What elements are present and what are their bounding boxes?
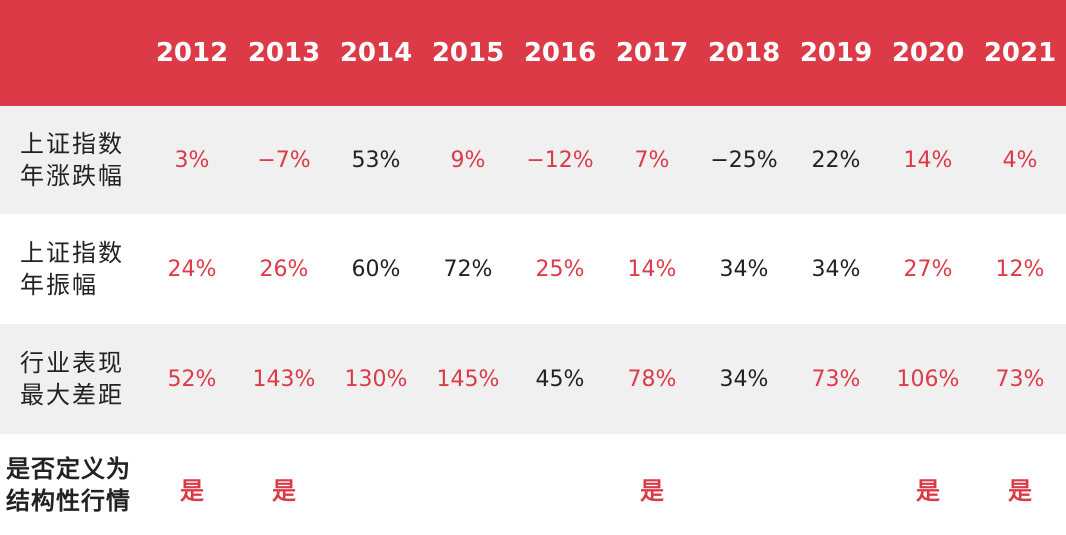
year-header: 2012 [155, 38, 229, 68]
value-cell: 26% [259, 256, 309, 282]
value-cell: 130% [344, 366, 408, 392]
year-header: 2014 [339, 38, 413, 68]
value-cell: 14% [903, 147, 953, 173]
value-cell: 78% [627, 366, 677, 392]
flag-cell [422, 434, 514, 535]
value-cell: −25% [710, 147, 778, 173]
row-label-cell: 是否定义为 结构性行情 [0, 434, 144, 535]
flag-cell: 是 [640, 477, 664, 505]
year-header: 2013 [247, 38, 321, 68]
value-cell: 145% [436, 366, 500, 392]
flag-cell: 是 [916, 477, 940, 505]
flag-cell: 是 [272, 477, 296, 505]
row-label-cell: 行业表现 最大差距 [0, 324, 144, 434]
table-row-structural-flag: 是否定义为 结构性行情 是 是 是 是 是 [0, 434, 1066, 535]
value-cell: 22% [811, 147, 861, 173]
value-cell: 34% [719, 366, 769, 392]
table-row-index-change: 上证指数 年涨跌幅 3% −7% 53% 9% −12% 7% −25% 22%… [0, 106, 1066, 214]
year-header: 2019 [799, 38, 873, 68]
year-header: 2016 [523, 38, 597, 68]
row-label: 上证指数 年涨跌幅 [20, 130, 124, 190]
flag-cell: 是 [180, 477, 204, 505]
flag-cell: 是 [1008, 477, 1032, 505]
row-label: 行业表现 最大差距 [20, 349, 124, 409]
value-cell: 34% [811, 256, 861, 282]
year-header: 2021 [983, 38, 1057, 68]
value-cell: 3% [174, 147, 210, 173]
year-header: 2017 [615, 38, 689, 68]
value-cell: 60% [351, 256, 401, 282]
row-label: 是否定义为 结构性行情 [6, 454, 131, 515]
value-cell: 34% [719, 256, 769, 282]
value-cell: −12% [526, 147, 594, 173]
value-cell: 72% [443, 256, 493, 282]
value-cell: 53% [351, 147, 401, 173]
header-corner-cell [0, 0, 144, 106]
value-cell: 73% [995, 366, 1045, 392]
value-cell: 12% [995, 256, 1045, 282]
value-cell: −7% [257, 147, 311, 173]
value-cell: 73% [811, 366, 861, 392]
value-cell: 25% [535, 256, 585, 282]
value-cell: 14% [627, 256, 677, 282]
flag-cell [698, 434, 790, 535]
table-row-index-amplitude: 上证指数 年振幅 24% 26% 60% 72% 25% 14% 34% 34%… [0, 214, 1066, 324]
year-header: 2015 [431, 38, 505, 68]
row-label: 上证指数 年振幅 [20, 239, 124, 299]
flag-cell [514, 434, 606, 535]
year-header: 2018 [707, 38, 781, 68]
value-cell: 106% [896, 366, 960, 392]
value-cell: 7% [634, 147, 670, 173]
value-cell: 143% [252, 366, 316, 392]
flag-cell [330, 434, 422, 535]
year-header: 2020 [891, 38, 965, 68]
flag-cell [790, 434, 882, 535]
value-cell: 27% [903, 256, 953, 282]
value-cell: 4% [1002, 147, 1038, 173]
value-cell: 45% [535, 366, 585, 392]
table-row-sector-spread: 行业表现 最大差距 52% 143% 130% 145% 45% 78% 34%… [0, 324, 1066, 434]
row-label-cell: 上证指数 年涨跌幅 [0, 106, 144, 214]
value-cell: 9% [450, 147, 486, 173]
row-label-cell: 上证指数 年振幅 [0, 214, 144, 324]
value-cell: 24% [167, 256, 217, 282]
header-row: 2012 2013 2014 2015 2016 2017 2018 2019 … [0, 0, 1066, 106]
value-cell: 52% [167, 366, 217, 392]
